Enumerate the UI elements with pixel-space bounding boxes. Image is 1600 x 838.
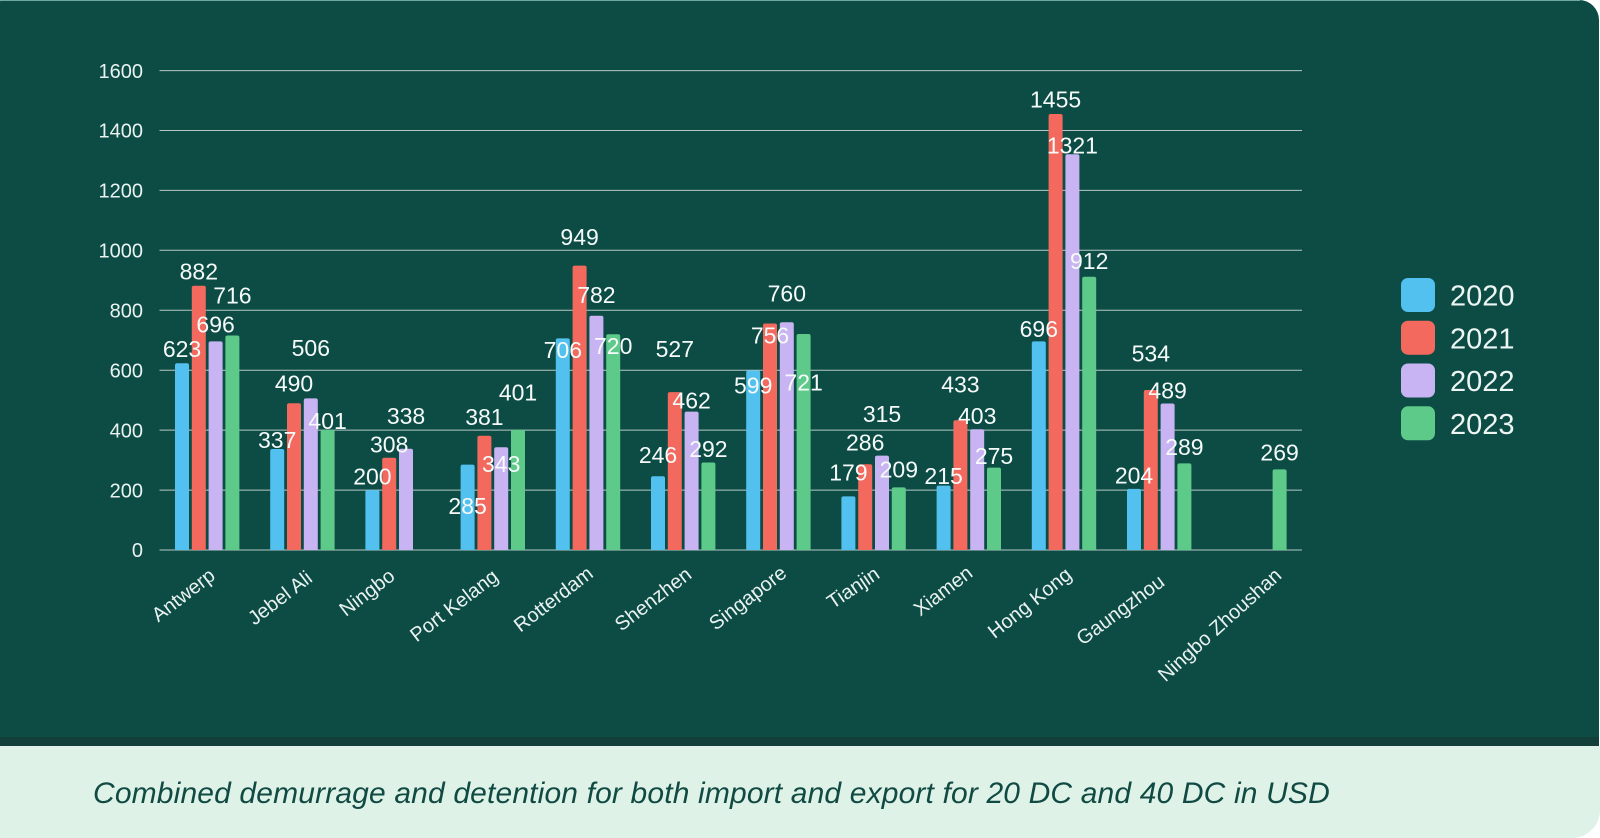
svg-text:462: 462 [672, 388, 710, 414]
svg-text:527: 527 [656, 336, 694, 362]
svg-text:Shenzhen: Shenzhen [611, 564, 696, 636]
svg-text:489: 489 [1148, 378, 1186, 404]
svg-text:209: 209 [880, 456, 918, 482]
svg-text:179: 179 [829, 460, 867, 486]
svg-text:760: 760 [768, 281, 806, 307]
svg-text:756: 756 [751, 323, 789, 349]
svg-text:275: 275 [975, 443, 1013, 469]
svg-text:Rotterdam: Rotterdam [510, 563, 597, 637]
svg-text:Jebel Ali: Jebel Ali [244, 567, 316, 630]
svg-text:623: 623 [163, 336, 201, 362]
svg-text:337: 337 [258, 427, 296, 453]
svg-text:1200: 1200 [99, 181, 144, 203]
svg-text:1400: 1400 [99, 121, 144, 143]
svg-text:200: 200 [353, 463, 391, 489]
svg-text:706: 706 [544, 337, 582, 363]
svg-text:782: 782 [577, 282, 615, 308]
svg-text:Tianjin: Tianjin [823, 563, 884, 614]
svg-text:433: 433 [941, 371, 979, 397]
svg-text:912: 912 [1070, 248, 1108, 274]
svg-text:534: 534 [1132, 341, 1171, 367]
svg-text:200: 200 [110, 480, 143, 502]
svg-text:315: 315 [863, 401, 901, 427]
svg-text:2022: 2022 [1450, 366, 1515, 398]
svg-text:1600: 1600 [99, 61, 144, 83]
svg-text:Xiamen: Xiamen [910, 562, 977, 621]
svg-text:401: 401 [308, 408, 346, 434]
svg-text:800: 800 [110, 301, 143, 323]
svg-text:269: 269 [1260, 439, 1298, 465]
svg-text:204: 204 [1115, 463, 1154, 489]
svg-text:599: 599 [734, 373, 772, 399]
svg-text:506: 506 [292, 335, 330, 361]
svg-text:Port Kelang: Port Kelang [406, 566, 502, 647]
svg-text:381: 381 [465, 404, 503, 430]
svg-text:308: 308 [370, 432, 408, 458]
svg-text:343: 343 [482, 451, 520, 477]
svg-text:2020: 2020 [1450, 281, 1515, 313]
svg-text:1455: 1455 [1030, 87, 1081, 113]
svg-text:600: 600 [110, 360, 143, 382]
svg-text:721: 721 [784, 369, 822, 395]
svg-text:403: 403 [958, 403, 996, 429]
svg-text:285: 285 [448, 493, 486, 519]
svg-text:289: 289 [1165, 434, 1203, 460]
svg-text:292: 292 [689, 436, 727, 462]
svg-text:1321: 1321 [1047, 132, 1098, 158]
svg-text:Antwerp: Antwerp [148, 565, 220, 627]
svg-text:2023: 2023 [1450, 409, 1515, 441]
svg-text:Ningbo Zhoushan: Ningbo Zhoushan [1154, 564, 1286, 686]
svg-text:400: 400 [110, 420, 143, 442]
svg-text:246: 246 [639, 442, 677, 468]
svg-text:338: 338 [387, 403, 425, 429]
svg-text:1000: 1000 [99, 241, 144, 263]
svg-text:Hong Kong: Hong Kong [984, 564, 1076, 644]
svg-text:696: 696 [196, 312, 234, 338]
svg-text:Gaungzhou: Gaungzhou [1073, 571, 1169, 650]
svg-text:Singapore: Singapore [705, 562, 791, 635]
svg-text:Ningbo: Ningbo [336, 565, 400, 621]
svg-text:720: 720 [594, 333, 632, 359]
svg-text:215: 215 [924, 463, 962, 489]
svg-text:882: 882 [180, 259, 218, 285]
svg-text:401: 401 [499, 379, 537, 405]
svg-text:490: 490 [275, 371, 313, 397]
svg-text:696: 696 [1020, 316, 1058, 342]
svg-text:2021: 2021 [1450, 323, 1515, 355]
svg-text:716: 716 [213, 283, 251, 309]
svg-text:949: 949 [560, 224, 598, 250]
svg-text:286: 286 [846, 430, 884, 456]
svg-text:0: 0 [132, 540, 143, 562]
